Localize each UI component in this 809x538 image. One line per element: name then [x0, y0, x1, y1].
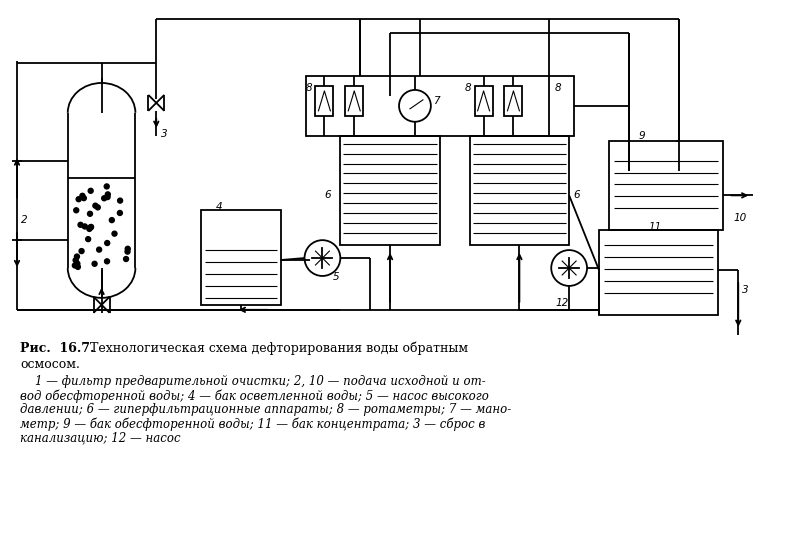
Text: метр; 9 — бак обесфторенной воды; 11 — бак концентрата; 3 — сброс в: метр; 9 — бак обесфторенной воды; 11 — б…	[20, 417, 485, 431]
Bar	[316, 86, 333, 116]
Circle shape	[82, 196, 87, 201]
Circle shape	[74, 208, 78, 213]
Circle shape	[105, 195, 110, 200]
Circle shape	[75, 264, 80, 270]
Text: 1 — фильтр предварительной очистки; 2, 10 — подача исходной и от-: 1 — фильтр предварительной очистки; 2, 1…	[20, 376, 485, 388]
Text: Рис.  16.7.: Рис. 16.7.	[20, 342, 95, 355]
Circle shape	[102, 196, 107, 201]
Text: осмосом.: осмосом.	[20, 358, 80, 371]
Circle shape	[92, 261, 97, 266]
Circle shape	[87, 211, 92, 216]
Text: канализацию; 12 — насос: канализацию; 12 — насос	[20, 431, 180, 444]
Text: вод обесфторенной воды; 4 — бак осветленной воды; 5 — насос высокого: вод обесфторенной воды; 4 — бак осветлен…	[20, 390, 489, 403]
Text: 6: 6	[573, 190, 580, 201]
Circle shape	[83, 224, 87, 229]
Circle shape	[124, 257, 129, 261]
Text: давлении; 6 — гиперфильтрационные аппараты; 8 — ротаметры; 7 — мано-: давлении; 6 — гиперфильтрационные аппара…	[20, 404, 511, 416]
Text: Технологическая схема дефторирования воды обратным: Технологическая схема дефторирования вод…	[82, 342, 468, 355]
Bar	[345, 86, 363, 116]
Text: 8: 8	[306, 83, 312, 93]
Bar	[201, 210, 281, 305]
Text: 8: 8	[554, 83, 561, 93]
Text: 6: 6	[324, 190, 331, 201]
Circle shape	[95, 205, 100, 210]
Circle shape	[89, 224, 94, 229]
Circle shape	[104, 240, 110, 245]
Text: 4: 4	[216, 202, 222, 213]
Circle shape	[88, 225, 93, 230]
Circle shape	[80, 193, 85, 199]
Bar	[609, 140, 723, 230]
Text: 5: 5	[332, 272, 339, 282]
Circle shape	[88, 188, 93, 193]
Bar	[470, 136, 570, 245]
Circle shape	[125, 246, 130, 251]
Text: 12: 12	[555, 298, 569, 308]
Bar	[475, 86, 493, 116]
Circle shape	[87, 226, 92, 231]
Circle shape	[109, 217, 114, 223]
Circle shape	[93, 203, 98, 208]
Circle shape	[117, 198, 123, 203]
Circle shape	[104, 184, 109, 189]
Text: 3: 3	[161, 129, 168, 139]
Circle shape	[72, 263, 78, 268]
Text: 1: 1	[74, 258, 80, 268]
Text: 10: 10	[733, 213, 747, 223]
Circle shape	[117, 210, 122, 215]
Circle shape	[79, 249, 84, 253]
Circle shape	[105, 192, 110, 197]
Circle shape	[104, 259, 109, 264]
Bar	[599, 230, 718, 315]
Circle shape	[78, 222, 83, 227]
Bar	[306, 76, 574, 136]
Text: 8: 8	[464, 83, 472, 93]
Circle shape	[73, 258, 78, 263]
Circle shape	[75, 261, 80, 266]
Text: 7: 7	[433, 96, 439, 106]
Bar	[341, 136, 440, 245]
Circle shape	[74, 254, 79, 259]
Text: 2: 2	[21, 215, 28, 225]
Circle shape	[112, 231, 117, 236]
Text: 11.: 11.	[649, 222, 665, 232]
Bar	[505, 86, 523, 116]
Text: 9: 9	[639, 131, 646, 141]
Circle shape	[96, 247, 102, 252]
Circle shape	[125, 249, 130, 254]
Circle shape	[76, 197, 81, 202]
Text: 3: 3	[742, 285, 749, 295]
Circle shape	[86, 237, 91, 242]
